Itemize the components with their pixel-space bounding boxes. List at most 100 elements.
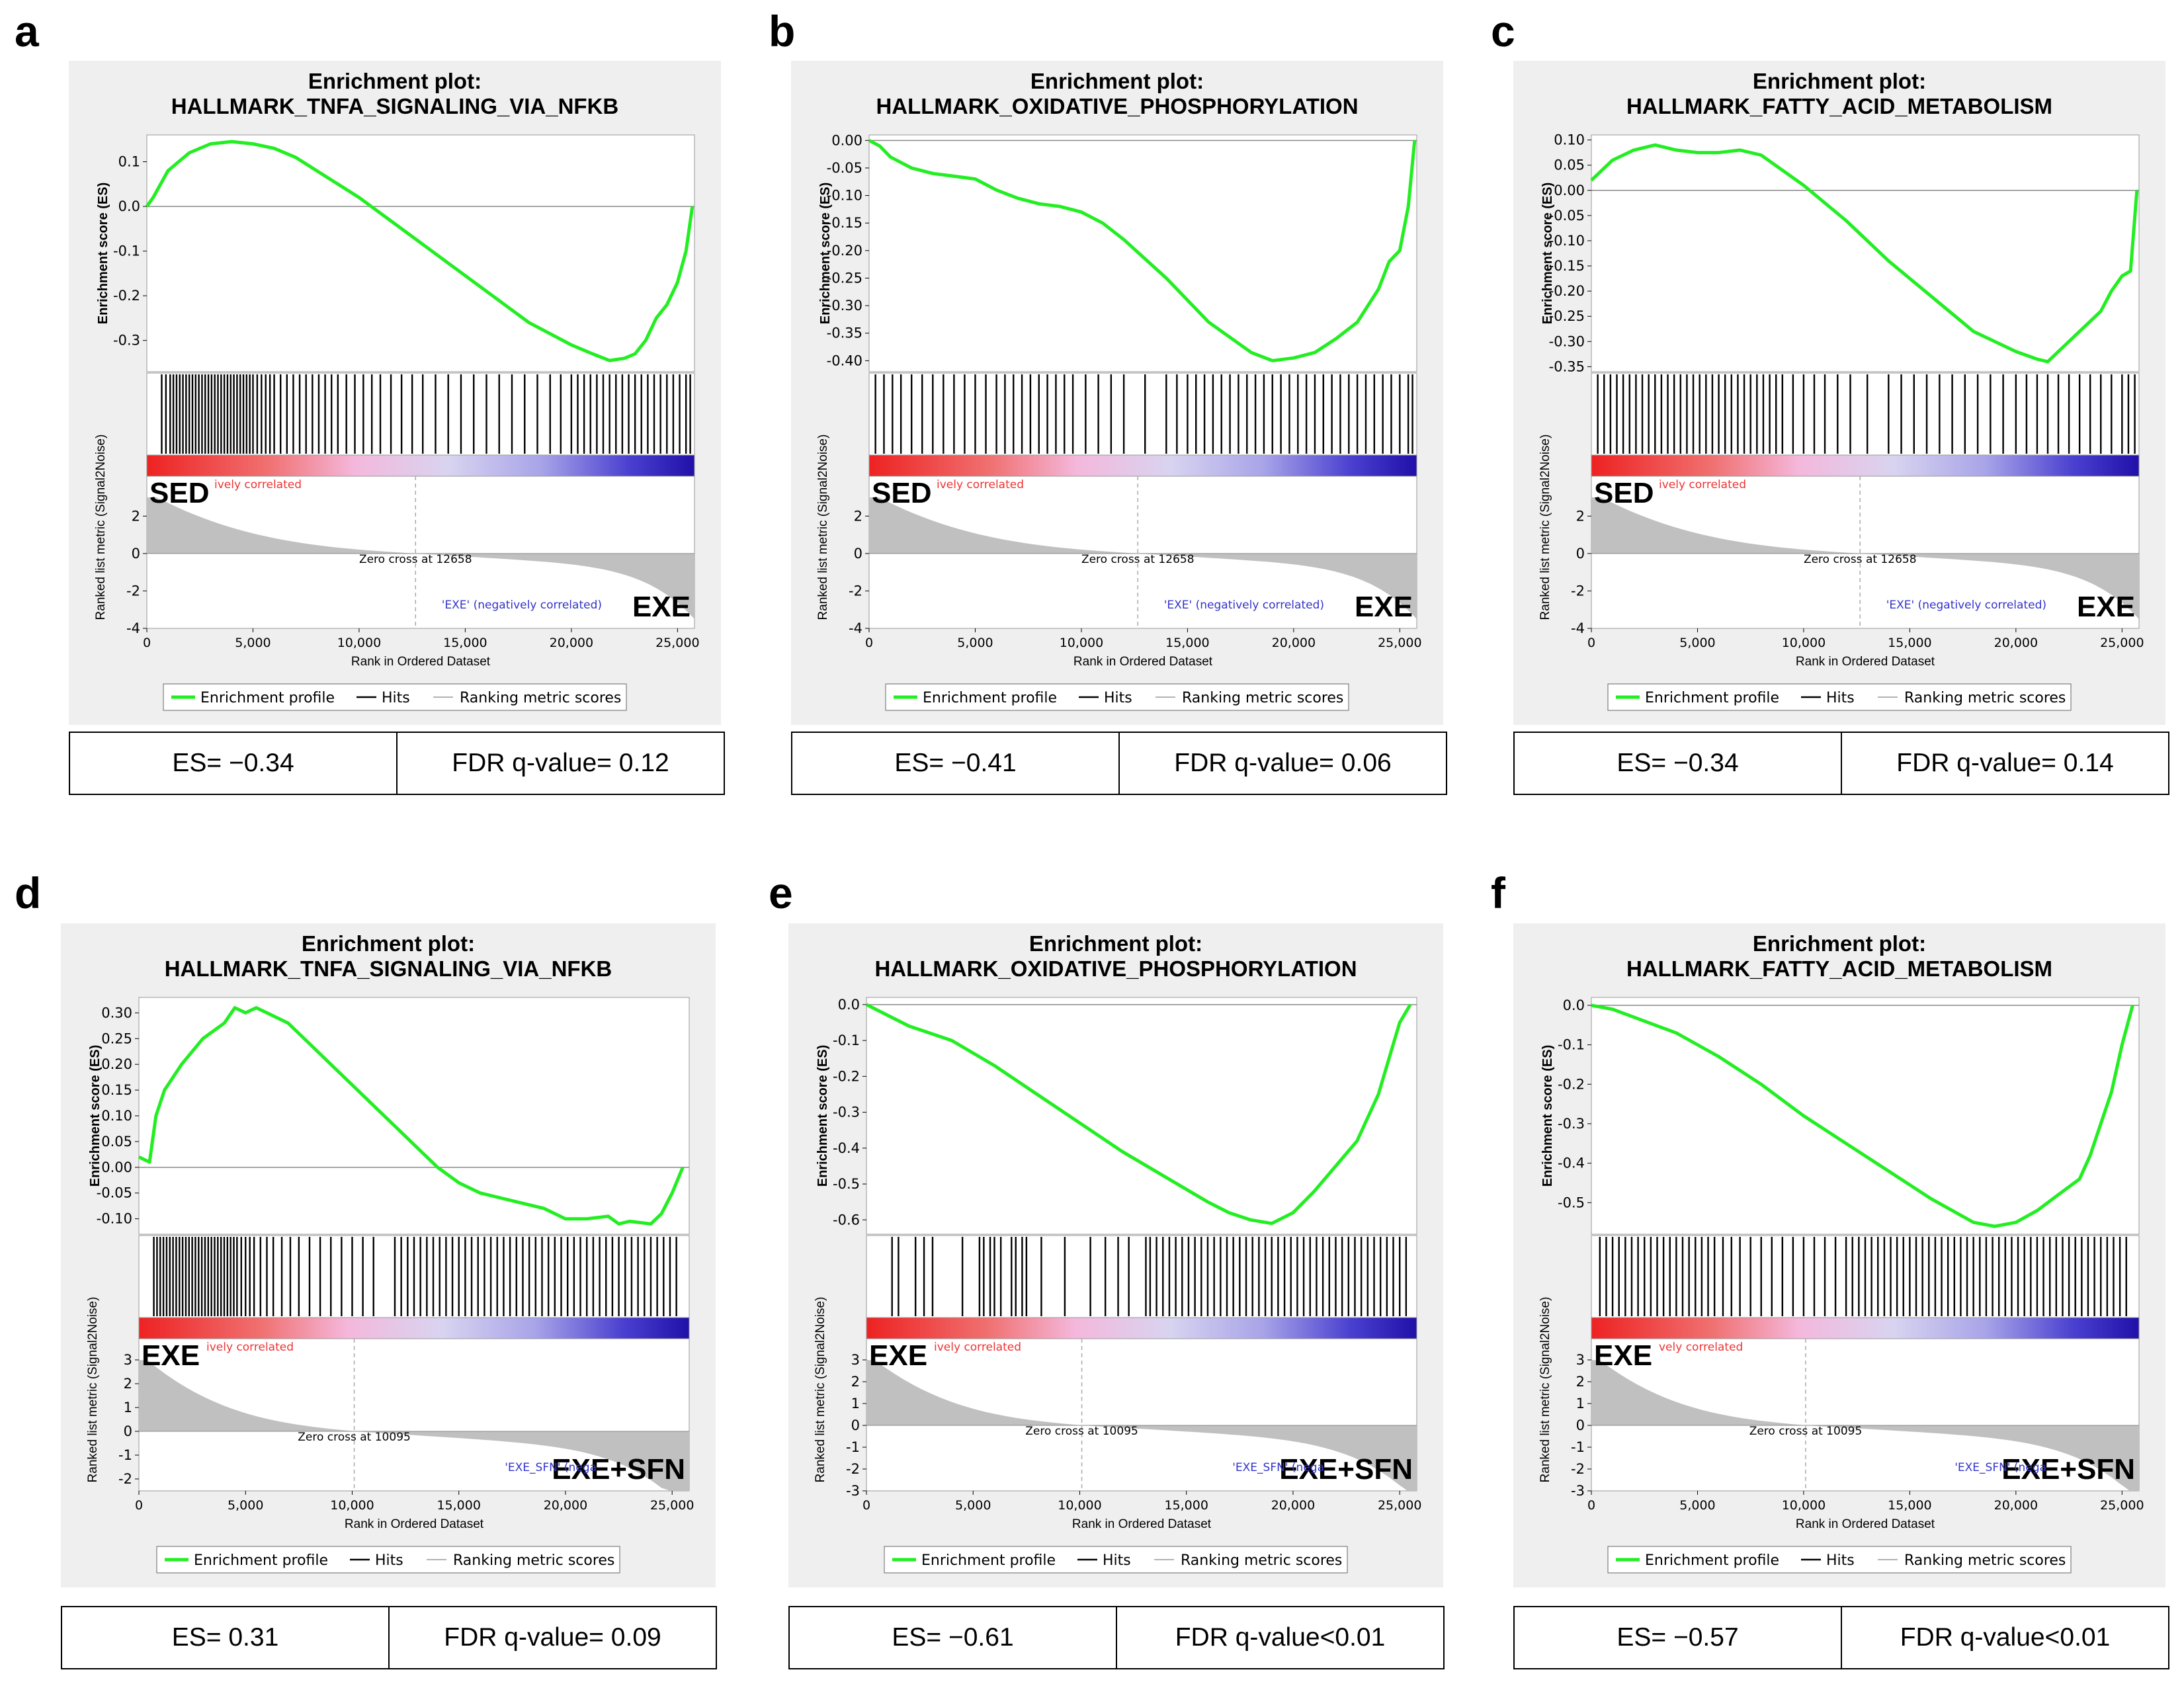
panel-letter-e: e: [769, 868, 793, 917]
fdr-value: FDR q-value= 0.06: [1118, 733, 1446, 794]
ranking-metric-area: [147, 497, 694, 619]
chart-title-line1: Enrichment plot:: [1753, 931, 1926, 956]
chart-title-line2: HALLMARK_FATTY_ACID_METABOLISM: [1626, 956, 2052, 981]
rank-ytick-label: 0: [124, 1423, 132, 1439]
negative-correlated-label: 'EXE' (negatively correlated): [1886, 599, 2046, 612]
rank-ytick-label: 1: [851, 1396, 860, 1411]
legend-hits-label: Hits: [1826, 1552, 1855, 1569]
xtick-label: 5,000: [957, 636, 993, 650]
legend-ranking-label: Ranking metric scores: [1904, 1552, 2066, 1569]
negative-correlated-label: 'EXE' (negatively correlated): [442, 599, 602, 612]
es-ytick-label: 0.00: [101, 1159, 132, 1175]
es-ytick-label: -0.10: [1549, 233, 1585, 249]
es-ytick-label: -0.20: [827, 243, 862, 259]
rank-ytick-label: 0: [851, 1417, 860, 1433]
group-label-bottom: EXE+SFN: [1279, 1453, 1413, 1486]
es-ytick-label: 0.0: [838, 997, 860, 1013]
legend-profile-label: Enrichment profile: [1645, 690, 1779, 706]
fdr-value: FDR q-value<0.01: [1841, 1607, 2168, 1668]
panel-letter-c: c: [1491, 7, 1515, 56]
legend-profile-label: Enrichment profile: [200, 690, 335, 706]
es-ytick-label: -0.2: [113, 288, 140, 304]
fdr-value: FDR q-value= 0.14: [1841, 733, 2168, 794]
xtick-label: 0: [865, 636, 873, 650]
es-ytick-label: -0.35: [827, 325, 862, 341]
plot-panel-d: Enrichment plot: HALLMARK_TNFA_SIGNALING_…: [61, 923, 716, 1587]
group-label-bottom: EXE: [1355, 591, 1413, 623]
xtick-label: 0: [1587, 1498, 1595, 1513]
xtick-label: 25,000: [1378, 636, 1421, 650]
rank-axis-label: Ranked list metric (Signal2Noise): [94, 435, 108, 620]
gsea-chart-e: Enrichment plot:HALLMARK_OXIDATIVE_PHOSP…: [814, 931, 1421, 1574]
negative-correlated-label: 'EXE_SFN' (nega: [1954, 1461, 2046, 1474]
xtick-label: 20,000: [550, 636, 593, 650]
es-plot-area: [146, 134, 695, 372]
panel-letter-f: f: [1491, 868, 1505, 917]
xtick-label: 10,000: [1782, 636, 1826, 650]
positive-correlated-label: ively correlated: [934, 1341, 1021, 1354]
chart-title-line2: HALLMARK_FATTY_ACID_METABOLISM: [1626, 94, 2052, 118]
es-value: ES= −0.57: [1617, 1623, 1739, 1652]
rank-ytick-label: 3: [1576, 1352, 1585, 1368]
xtick-label: 20,000: [1994, 1498, 2038, 1513]
positive-correlated-label: ively correlated: [1659, 478, 1746, 491]
rank-ytick-label: -4: [849, 620, 862, 636]
enrichment-profile-line: [138, 1006, 685, 1226]
chart-title-line2: HALLMARK_TNFA_SIGNALING_VIA_NFKB: [165, 956, 612, 981]
xtick-label: 10,000: [1060, 636, 1103, 650]
enrichment-profile-line: [865, 1003, 1412, 1226]
plot-panel-e: Enrichment plot: HALLMARK_OXIDATIVE_PHOSP…: [788, 923, 1443, 1587]
legend-profile-label: Enrichment profile: [1645, 1552, 1779, 1569]
rank-axis-label: Ranked list metric (Signal2Noise): [814, 1297, 827, 1483]
rank-ytick-label: 2: [1576, 1374, 1585, 1390]
stats-table-d: ES= 0.31 FDR q-value= 0.09: [61, 1606, 717, 1669]
chart-title-line2: HALLMARK_OXIDATIVE_PHOSPHORYLATION: [876, 94, 1358, 118]
rank-ytick-label: 0: [1576, 1417, 1585, 1433]
fdr-value: FDR q-value= 0.12: [396, 733, 724, 794]
xtick-label: 5,000: [1679, 1498, 1715, 1513]
es-ytick-label: -0.1: [113, 243, 140, 259]
es-ytick-label: 0.10: [101, 1108, 132, 1124]
hits-area: [866, 1235, 1417, 1318]
legend-ranking-label: Ranking metric scores: [460, 690, 621, 706]
es-ytick-label: -0.3: [113, 333, 140, 349]
rank-color-bar: [866, 1317, 1417, 1339]
es-ytick-label: -0.30: [1549, 333, 1585, 349]
es-ytick-label: -0.05: [1549, 208, 1585, 224]
x-axis-label: Rank in Ordered Dataset: [1073, 655, 1213, 669]
positive-correlated-label: ively correlated: [206, 1341, 294, 1354]
es-axis-label: Enrichment score (ES): [1540, 183, 1555, 325]
es-ytick-label: 0.20: [101, 1056, 132, 1072]
plot-panel-a: Enrichment plot: HALLMARK_TNFA_SIGNALING_…: [69, 61, 721, 725]
es-ytick-label: -0.10: [97, 1211, 132, 1227]
legend-box: [156, 1546, 620, 1574]
es-ytick-label: -0.15: [1549, 258, 1585, 274]
es-ytick-label: -0.05: [97, 1185, 132, 1201]
xtick-label: 5,000: [955, 1498, 991, 1513]
rank-axis-label: Ranked list metric (Signal2Noise): [86, 1297, 100, 1483]
rank-color-bar: [868, 454, 1417, 477]
xtick-label: 0: [1587, 636, 1595, 650]
es-value: ES= −0.61: [892, 1623, 1014, 1652]
xtick-label: 25,000: [650, 1498, 694, 1513]
xtick-label: 25,000: [2100, 636, 2144, 650]
rank-ytick-label: -4: [1571, 620, 1585, 636]
es-value: ES= −0.34: [1617, 749, 1739, 777]
group-label-bottom: EXE+SFN: [552, 1453, 685, 1486]
es-ytick-label: 0.05: [1554, 157, 1585, 173]
es-plot-area: [138, 997, 690, 1235]
stats-table-e: ES= −0.61 FDR q-value<0.01: [788, 1606, 1445, 1669]
positive-correlated-label: vely correlated: [1659, 1341, 1743, 1354]
es-ytick-label: 0.30: [101, 1005, 132, 1021]
plot-panel-c: Enrichment plot: HALLMARK_FATTY_ACID_META…: [1513, 61, 2165, 725]
es-ytick-label: -0.2: [1558, 1076, 1585, 1092]
chart-title-line1: Enrichment plot:: [302, 931, 475, 956]
stats-table-b: ES= −0.41 FDR q-value= 0.06: [791, 732, 1447, 795]
es-ytick-label: 0.1: [118, 154, 140, 170]
rank-ytick-label: 2: [851, 1374, 860, 1390]
rank-ytick-label: 2: [854, 508, 862, 524]
es-ytick-label: 0.10: [1554, 132, 1585, 148]
chart-title-line1: Enrichment plot:: [1029, 931, 1202, 956]
negative-correlated-label: 'EXE' (negatively correlated): [1164, 599, 1324, 612]
legend-hits-label: Hits: [1826, 690, 1855, 706]
